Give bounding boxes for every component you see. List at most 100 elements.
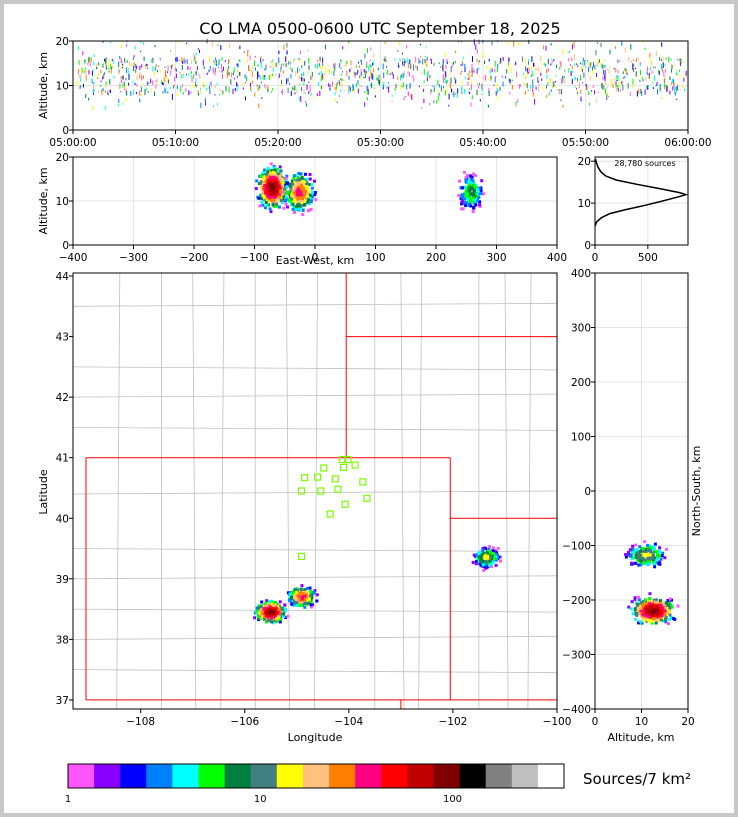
source-point [406,84,408,90]
hist-altitude-tick-label: 20 [578,156,591,168]
source-point [543,62,545,66]
ew-density-cell [308,173,312,176]
source-point [526,68,528,73]
ew-density-cell [464,176,468,180]
source-point [579,82,580,88]
ew-density-cell [469,204,473,208]
ns-density-cell [648,560,652,564]
ew-density-cell [292,185,296,189]
source-point [278,73,280,78]
source-point [554,81,556,83]
ew-density-cell [290,179,294,183]
source-point [93,82,95,85]
source-point [471,71,473,77]
source-point [481,83,483,90]
source-point [190,91,192,94]
source-point [630,44,632,50]
county-border [72,490,558,495]
source-point [325,44,326,50]
source-point [333,66,335,71]
source-point [267,87,269,93]
source-point [139,90,141,96]
source-point [220,89,222,92]
ns-altitude-tick-label: 10 [635,716,648,728]
source-point [490,66,492,71]
ew-density-cell [297,194,301,198]
source-point [471,64,473,69]
source-point [258,75,260,77]
map-density-cell [483,567,487,571]
source-point [478,85,480,89]
source-point [367,92,368,95]
source-point [261,97,263,99]
source-point [368,76,370,81]
map-density-cell [271,606,275,610]
source-point [443,66,444,72]
source-point [678,73,680,77]
ew-density-cell [284,189,288,193]
ew-density-cell [467,202,471,206]
ew-density-cell [482,192,486,196]
ns-density-cell [658,613,662,617]
map-density-cell [493,557,496,561]
ew-density-cell [257,196,261,200]
source-point [540,62,542,66]
northsouth-tick-label: −300 [562,650,591,662]
source-point [205,100,206,106]
source-point [216,82,218,85]
lma-station-marker [339,455,347,464]
ew-density-cell [474,174,477,178]
source-point [262,75,264,80]
source-point [230,79,232,85]
lma-station-marker [326,510,334,518]
ew-density-cell [269,210,273,214]
source-point [91,70,93,76]
source-point [281,89,283,96]
source-point [532,92,534,97]
source-point [489,69,491,75]
source-point [126,91,128,96]
ew-density-cell [460,207,464,211]
ew-density-cell [307,198,311,202]
lma-station-marker [351,461,359,469]
source-point [342,46,344,50]
source-point [133,66,135,72]
source-point [610,78,612,85]
source-point [595,50,597,56]
ew-density-cell [457,194,461,197]
source-point [488,105,489,108]
source-point [118,72,120,75]
altitude-eastwest-ylabel: Altitude, km [37,167,50,234]
source-point [366,70,368,74]
ns-density-cell [654,621,658,625]
source-point [105,81,107,85]
ns-density-cell [645,607,648,611]
ew-density-cell [270,176,274,180]
source-point [527,71,529,75]
source-point [433,100,435,104]
source-point [154,91,155,96]
source-point [472,67,474,74]
source-point [404,60,406,63]
ns-density-cell [644,561,648,565]
source-point [343,101,345,103]
source-point [455,79,457,84]
source-point [262,59,264,62]
map-density-cell [275,617,279,621]
source-point [340,81,342,85]
source-point [477,92,479,95]
source-point [527,90,529,92]
source-point [153,67,155,69]
latitude-tick-label: 43 [56,332,69,344]
ew-density-cell [284,202,288,206]
source-point [250,82,251,87]
source-point [581,99,583,103]
source-point [570,71,572,76]
source-point [645,77,647,82]
source-point [307,70,309,74]
source-point [121,83,123,88]
map-density-cell [301,595,305,599]
source-point [409,84,411,89]
source-point [619,88,621,92]
source-point [251,71,253,77]
